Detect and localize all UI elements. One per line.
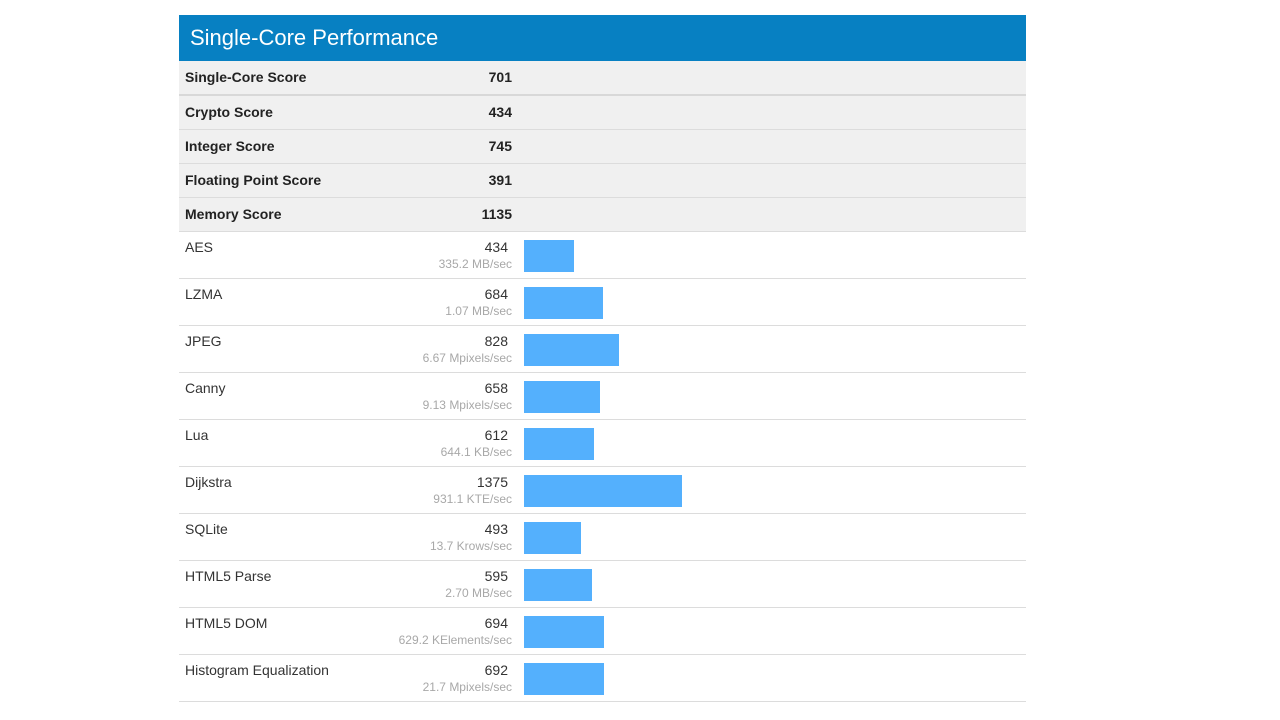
benchmark-row: Histogram Equalization 692 21.7 Mpixels/se… xyxy=(179,655,1026,702)
benchmark-row: SQLite 493 13.7 Krows/sec xyxy=(179,514,1026,561)
benchmark-score: 694 xyxy=(484,615,508,631)
benchmark-name: HTML5 Parse xyxy=(185,568,272,584)
score-row: Integer Score 745 xyxy=(179,130,1026,164)
benchmark-name: Dijkstra xyxy=(185,474,232,490)
benchmark-row: LZMA 684 1.07 MB/sec xyxy=(179,279,1026,326)
benchmark-name: SQLite xyxy=(185,521,228,537)
benchmark-score: 1375 xyxy=(476,474,508,490)
benchmark-score: 684 xyxy=(484,286,508,302)
benchmark-rate: 335.2 MB/sec xyxy=(438,257,512,271)
benchmark-score: 595 xyxy=(484,568,508,584)
score-row: Crypto Score 434 xyxy=(179,96,1026,130)
benchmark-name: Canny xyxy=(185,380,226,396)
benchmark-row: Canny 658 9.13 Mpixels/sec xyxy=(179,373,1026,420)
benchmark-name: AES xyxy=(185,239,214,255)
benchmark-score: 828 xyxy=(484,333,508,349)
benchmark-score: 612 xyxy=(484,427,508,443)
benchmark-rate: 931.1 KTE/sec xyxy=(433,492,512,506)
benchmark-name: Histogram Equalization xyxy=(185,662,329,678)
benchmark-name: JPEG xyxy=(185,333,222,349)
benchmark-rate: 1.07 MB/sec xyxy=(445,304,512,318)
benchmark-row: HTML5 DOM 694 629.2 KElements/sec xyxy=(179,608,1026,655)
benchmark-bar xyxy=(524,569,592,601)
benchmark-score: 658 xyxy=(484,380,508,396)
score-value: 745 xyxy=(488,138,512,154)
benchmark-name: LZMA xyxy=(185,286,223,302)
benchmark-rate: 21.7 Mpixels/sec xyxy=(422,680,512,694)
score-label: Integer Score xyxy=(185,138,275,154)
score-value: 391 xyxy=(488,172,512,188)
benchmark-row: Dijkstra 1375 931.1 KTE/sec xyxy=(179,467,1026,514)
benchmark-score: 493 xyxy=(484,521,508,537)
benchmark-row: AES 434 335.2 MB/sec xyxy=(179,232,1026,279)
benchmark-bar xyxy=(524,240,574,272)
benchmark-rate: 629.2 KElements/sec xyxy=(398,633,512,647)
benchmark-bar xyxy=(524,381,600,413)
score-label: Memory Score xyxy=(185,206,282,222)
benchmark-score: 434 xyxy=(484,239,508,255)
benchmark-rate: 13.7 Krows/sec xyxy=(429,539,512,553)
single-core-performance-panel: Single-Core Performance Single-Core Scor… xyxy=(179,15,1026,702)
score-label: Single-Core Score xyxy=(185,69,307,85)
benchmark-rate: 9.13 Mpixels/sec xyxy=(422,398,512,412)
benchmark-bar xyxy=(524,334,619,366)
benchmark-rate: 644.1 KB/sec xyxy=(440,445,512,459)
panel-title: Single-Core Performance xyxy=(179,15,1026,61)
benchmark-name: HTML5 DOM xyxy=(185,615,268,631)
score-row: Single-Core Score 701 xyxy=(179,61,1026,96)
benchmark-bar xyxy=(524,663,604,695)
benchmark-rate: 2.70 MB/sec xyxy=(445,586,512,600)
benchmark-rate: 6.67 Mpixels/sec xyxy=(422,351,512,365)
benchmark-score: 692 xyxy=(484,662,508,678)
score-value: 701 xyxy=(488,69,512,85)
score-value: 1135 xyxy=(481,206,512,222)
benchmark-name: Lua xyxy=(185,427,209,443)
benchmark-bar xyxy=(524,475,682,507)
benchmark-list: AES 434 335.2 MB/sec LZMA 684 1.07 MB/sec JPEG… xyxy=(179,232,1026,702)
benchmark-bar xyxy=(524,522,581,554)
summary-scores: Single-Core Score 701 Crypto Score 434 I… xyxy=(179,61,1026,232)
score-row: Memory Score 1135 xyxy=(179,198,1026,232)
benchmark-row: HTML5 Parse 595 2.70 MB/sec xyxy=(179,561,1026,608)
benchmark-bar xyxy=(524,616,604,648)
score-label: Crypto Score xyxy=(185,104,273,120)
benchmark-bar xyxy=(524,428,594,460)
score-row: Floating Point Score 391 xyxy=(179,164,1026,198)
benchmark-row: Lua 612 644.1 KB/sec xyxy=(179,420,1026,467)
benchmark-bar xyxy=(524,287,603,319)
score-value: 434 xyxy=(488,104,512,120)
score-label: Floating Point Score xyxy=(185,172,322,188)
benchmark-row: JPEG 828 6.67 Mpixels/sec xyxy=(179,326,1026,373)
